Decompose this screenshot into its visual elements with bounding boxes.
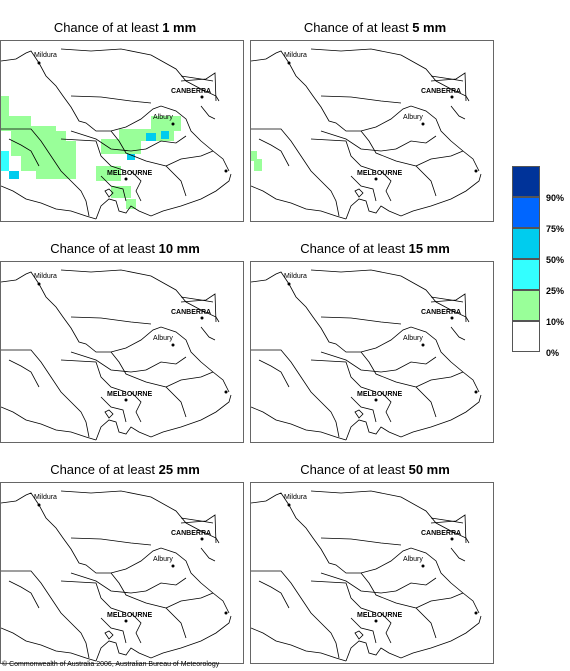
place-albury: Albury [403,556,423,563]
panel-title: Chance of at least 15 mm [300,241,450,256]
legend-swatch-0 [512,321,540,352]
place-melbourne: MELBOURNE [357,391,402,398]
place-albury: Albury [153,114,173,121]
boundaries [1,490,232,662]
boundaries [251,48,482,220]
map: Mildura CANBERRA Albury MELBOURNE [250,40,494,222]
map: Mildura CANBERRA Albury MELBOURNE [250,261,494,443]
map: Mildura CANBERRA Albury MELBOURNE [250,482,494,664]
place-albury: Albury [403,114,423,121]
place-melbourne: MELBOURNE [357,170,402,177]
legend-label-50: 50% [546,255,565,265]
place-melbourne: MELBOURNE [107,612,152,619]
place-mildura: Mildura [284,52,307,59]
legend-label-90: 90% [546,193,565,203]
legend-label-0: 0% [546,348,560,358]
rain-probability-shading [251,151,262,171]
place-mildura: Mildura [34,494,57,501]
place-canberra: CANBERRA [171,309,211,316]
place-mildura: Mildura [34,52,57,59]
boundaries [251,269,482,441]
legend-swatch-50 [512,228,540,259]
place-albury: Albury [153,556,173,563]
place-albury: Albury [153,335,173,342]
legend-label-10: 10% [546,317,565,327]
boundaries [1,48,232,220]
map: Mildura CANBERRA Albury MELBOURNE [0,261,244,443]
place-canberra: CANBERRA [421,88,461,95]
place-canberra: CANBERRA [421,530,461,537]
place-mildura: Mildura [284,273,307,280]
place-melbourne: MELBOURNE [107,170,152,177]
place-melbourne: MELBOURNE [357,612,402,619]
place-canberra: CANBERRA [421,309,461,316]
panel-title: Chance of at least 50 mm [300,462,450,477]
legend-swatch-25 [512,259,540,290]
legend-swatch-10 [512,290,540,321]
legend-label-75: 75% [546,224,565,234]
boundaries [251,490,482,662]
place-canberra: CANBERRA [171,530,211,537]
place-mildura: Mildura [284,494,307,501]
place-canberra: CANBERRA [171,88,211,95]
legend-swatch-90 [512,166,540,197]
place-melbourne: MELBOURNE [107,391,152,398]
panel-title: Chance of at least 25 mm [50,462,200,477]
panel-title: Chance of at least 5 mm [303,20,447,35]
map: Mildura CANBERRA Albury MELBOURNE [0,40,244,222]
panel-title: Chance of at least 1 mm [53,20,197,35]
boundaries [1,269,232,441]
copyright-notice: © Commonwealth of Australia 2006, Austra… [2,661,220,668]
place-mildura: Mildura [34,273,57,280]
map: Mildura CANBERRA Albury MELBOURNE [0,482,244,664]
rain-probability-shading [1,96,181,209]
place-albury: Albury [403,335,423,342]
panel-title: Chance of at least 10 mm [50,241,200,256]
legend-label-25: 25% [546,286,565,296]
legend-swatch-75 [512,197,540,228]
